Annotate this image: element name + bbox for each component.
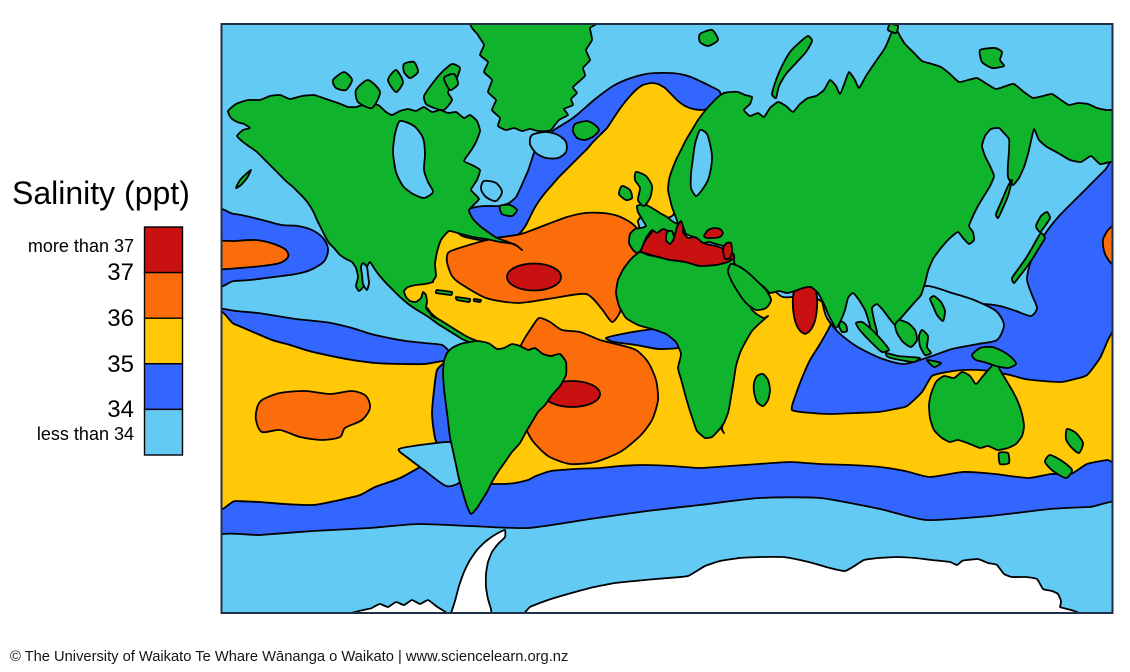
svg-text:Salinity (ppt): Salinity (ppt) — [12, 175, 190, 211]
svg-text:37: 37 — [107, 259, 134, 286]
svg-text:© The University of Waikato Te: © The University of Waikato Te Whare Wān… — [10, 649, 568, 665]
svg-text:less than 34: less than 34 — [37, 424, 134, 444]
svg-text:36: 36 — [107, 305, 134, 332]
svg-text:34: 34 — [107, 396, 134, 423]
svg-text:35: 35 — [107, 351, 134, 378]
svg-text:more than 37: more than 37 — [28, 236, 134, 256]
